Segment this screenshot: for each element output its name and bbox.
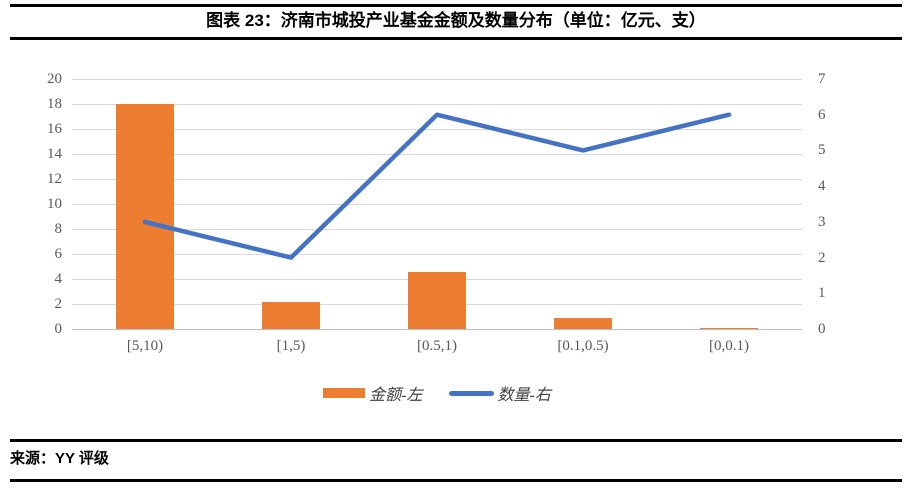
gridline (72, 228, 802, 230)
left-tick-12: 12 (47, 171, 62, 187)
left-tick-2: 2 (54, 296, 63, 312)
x-axis-labels: [5,10) [1,5) [0.5,1) [0.1,0.5) [0,0.1) (72, 338, 802, 355)
left-tick-8: 8 (54, 221, 63, 237)
right-tick-1: 1 (818, 285, 826, 302)
x-label-[0,0.1): [0,0.1) (709, 338, 749, 354)
bar-[5,10) (116, 104, 174, 329)
right-axis-ticks: 0 1 2 3 4 5 6 7 (818, 71, 878, 337)
left-tick-6: 6 (54, 246, 63, 262)
gridline (72, 153, 802, 155)
left-tick-10: 10 (47, 196, 62, 212)
legend-item-amount: 金额-左 (323, 381, 423, 405)
x-label-[0.1,0.5): [0.1,0.5) (557, 338, 609, 354)
right-tick-0: 0 (818, 321, 826, 337)
left-tick-18: 18 (47, 96, 62, 112)
gridline (72, 203, 802, 205)
chart-legend: 金额-左 数量-右 (72, 381, 802, 405)
left-tick-4: 4 (54, 271, 63, 287)
left-tick-14: 14 (47, 146, 62, 162)
gridline (72, 78, 802, 80)
gridline (72, 178, 802, 180)
line-swatch-icon (448, 390, 494, 396)
right-tick-5: 5 (818, 142, 826, 159)
x-label-[0.5,1): [0.5,1) (417, 338, 457, 354)
bar-swatch-icon (323, 388, 366, 398)
legend-item-count: 数量-右 (448, 381, 551, 405)
right-tick-3: 3 (818, 213, 826, 230)
x-label-[1,5): [1,5) (276, 338, 306, 354)
bar-[0.1,0.5) (554, 317, 612, 329)
right-tick-4: 4 (818, 178, 826, 195)
plot-area (72, 78, 802, 330)
bar-[1,5) (262, 301, 320, 329)
chart-title: 图表 23：济南市城投产业基金金额及数量分布（单位：亿元、支） (206, 11, 706, 30)
source-text: 来源：YY 评级 (10, 450, 109, 467)
gridline (72, 128, 802, 130)
title-underline-rule (10, 37, 902, 40)
gridline (72, 253, 802, 255)
bar-[0,0.1) (700, 328, 758, 329)
bar-[0.5,1) (408, 271, 466, 329)
source-top-rule (10, 439, 902, 442)
bottom-rule (10, 479, 902, 482)
right-tick-6: 6 (818, 106, 826, 123)
gridline (72, 328, 802, 330)
right-tick-2: 2 (818, 249, 826, 266)
top-rule (10, 4, 902, 7)
gridline (72, 103, 802, 105)
right-tick-7: 7 (818, 71, 826, 87)
left-tick-20: 20 (47, 71, 62, 87)
legend-label-count: 数量-右 (497, 387, 551, 404)
x-label-[5,10): [5,10) (126, 338, 164, 354)
legend-label-amount: 金额-左 (369, 387, 423, 404)
left-tick-16: 16 (47, 121, 62, 137)
left-axis-ticks: 0 2 4 6 8 10 12 14 16 18 20 (0, 71, 63, 337)
left-tick-0: 0 (54, 321, 63, 337)
line-series (142, 112, 732, 260)
